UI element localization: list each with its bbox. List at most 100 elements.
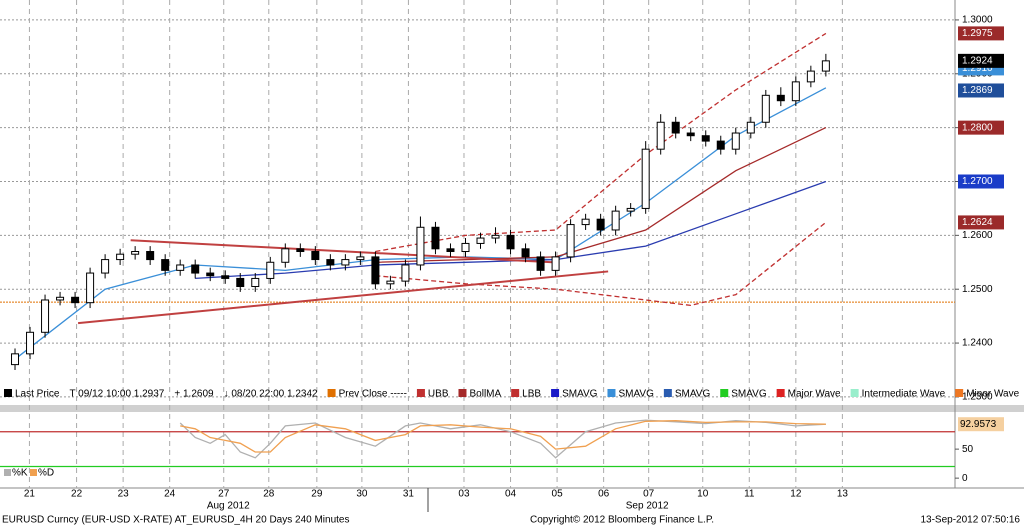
x-tick-label: 05 <box>552 489 564 500</box>
legend-swatch <box>30 469 37 476</box>
candle-body <box>236 277 245 288</box>
price-tag <box>958 174 1004 189</box>
y-tick-label: 1.2500 <box>962 284 993 295</box>
stoch-tag <box>958 417 1004 432</box>
price-tag <box>958 83 1004 98</box>
legend-swatch <box>551 389 560 397</box>
legend-swatch <box>850 389 859 397</box>
legend-label: %K <box>12 468 28 479</box>
x-tick-label: 24 <box>164 489 176 500</box>
month-label: Aug 2012 <box>207 501 250 512</box>
candle-body <box>521 248 530 258</box>
candle-body <box>101 259 110 274</box>
candle-body <box>581 218 590 226</box>
footer-right: 13-Sep-2012 07:50:16 <box>920 515 1020 526</box>
candle-body <box>731 132 740 150</box>
x-tick-label: 12 <box>790 489 802 500</box>
legend-label: ↓ 08/20 22:00 1.2342 <box>224 389 318 400</box>
legend-label: UBB <box>428 389 449 400</box>
indicator-line <box>375 221 827 307</box>
candle-body <box>281 248 290 263</box>
candle-body <box>26 331 35 355</box>
x-tick-label: 03 <box>458 489 470 500</box>
candle-body <box>71 296 80 304</box>
candle-body <box>11 353 20 366</box>
legend-label: SMAVG <box>731 389 767 400</box>
legend-label: T 09/12 10:00 1.2937 <box>69 389 164 400</box>
x-tick-label: 06 <box>598 489 610 500</box>
candle-body <box>626 207 635 212</box>
footer-center: Copyright© 2012 Bloomberg Finance L.P. <box>530 515 714 526</box>
candle-body <box>341 259 350 266</box>
price-tag-label: 1.2624 <box>962 217 993 228</box>
candle-body <box>551 256 560 271</box>
x-tick-label: 22 <box>71 489 83 500</box>
month-label: Sep 2012 <box>626 501 669 512</box>
legend-swatch <box>458 389 467 397</box>
candle-body <box>641 148 650 209</box>
footer-left: EURUSD Curncy (EUR-USD X-RATE) AT_EURUSD… <box>2 515 350 526</box>
candle-body <box>671 121 680 134</box>
candle-body <box>611 210 620 231</box>
candle-body <box>656 121 665 150</box>
candle-body <box>536 256 545 271</box>
candle-body <box>701 135 710 142</box>
legend-label: Major Wave <box>788 389 841 400</box>
candle-body <box>776 94 785 102</box>
x-tick-label: 23 <box>118 489 130 500</box>
candle-body <box>206 272 215 277</box>
price-tag-label: 1.2800 <box>962 122 993 133</box>
candle-body <box>686 132 695 137</box>
x-tick-label: 10 <box>697 489 709 500</box>
candle-body <box>506 234 515 250</box>
legend-label: %D <box>38 468 54 479</box>
candle-body <box>131 251 140 255</box>
price-tag-label: 1.2700 <box>962 176 993 187</box>
candle-body <box>401 264 410 282</box>
indicator-line <box>375 127 827 263</box>
legend-label: SMAVG <box>562 389 598 400</box>
legend-swatch <box>511 389 520 397</box>
candle-body <box>326 259 335 266</box>
candle-body <box>251 277 260 288</box>
candle-body <box>56 296 65 301</box>
legend-swatch <box>720 389 729 397</box>
legend-swatch <box>663 389 672 397</box>
candle-body <box>296 248 305 253</box>
legend-swatch <box>416 389 425 397</box>
candle-body <box>476 237 485 244</box>
legend-label: LBB <box>522 389 541 400</box>
candle-body <box>821 60 830 72</box>
candle-body <box>371 256 380 285</box>
candle-body <box>116 253 125 261</box>
x-tick-label: 30 <box>356 489 368 500</box>
price-tag-label: 1.2869 <box>962 85 993 96</box>
price-tag-label: 1.2975 <box>962 28 993 39</box>
price-tag <box>958 26 1004 41</box>
candle-body <box>41 299 50 333</box>
legend-swatch <box>955 389 964 397</box>
legend-swatch <box>607 389 616 397</box>
y-tick-label: 1.2400 <box>962 338 993 349</box>
y-tick-label: 1.3000 <box>962 15 993 26</box>
candle-body <box>86 272 95 304</box>
trend-line <box>130 239 553 264</box>
legend-swatch <box>4 469 11 476</box>
panel-separator <box>0 405 1024 412</box>
candle-body <box>191 264 200 274</box>
stoch-tag-label: 92.9573 <box>960 419 997 430</box>
candle-body <box>596 218 605 231</box>
y-tick-label: 1.2600 <box>962 230 993 241</box>
candle-body <box>416 226 425 266</box>
candle-body <box>566 224 575 258</box>
x-tick-label: 27 <box>218 489 230 500</box>
price-tag-label: 1.2910 <box>962 63 993 74</box>
x-tick-label: 04 <box>505 489 517 500</box>
x-tick-label: 31 <box>403 489 415 500</box>
legend-swatch <box>4 389 12 397</box>
price-tag <box>958 120 1004 135</box>
stoch-line <box>179 419 826 459</box>
stoch-line <box>180 420 826 453</box>
